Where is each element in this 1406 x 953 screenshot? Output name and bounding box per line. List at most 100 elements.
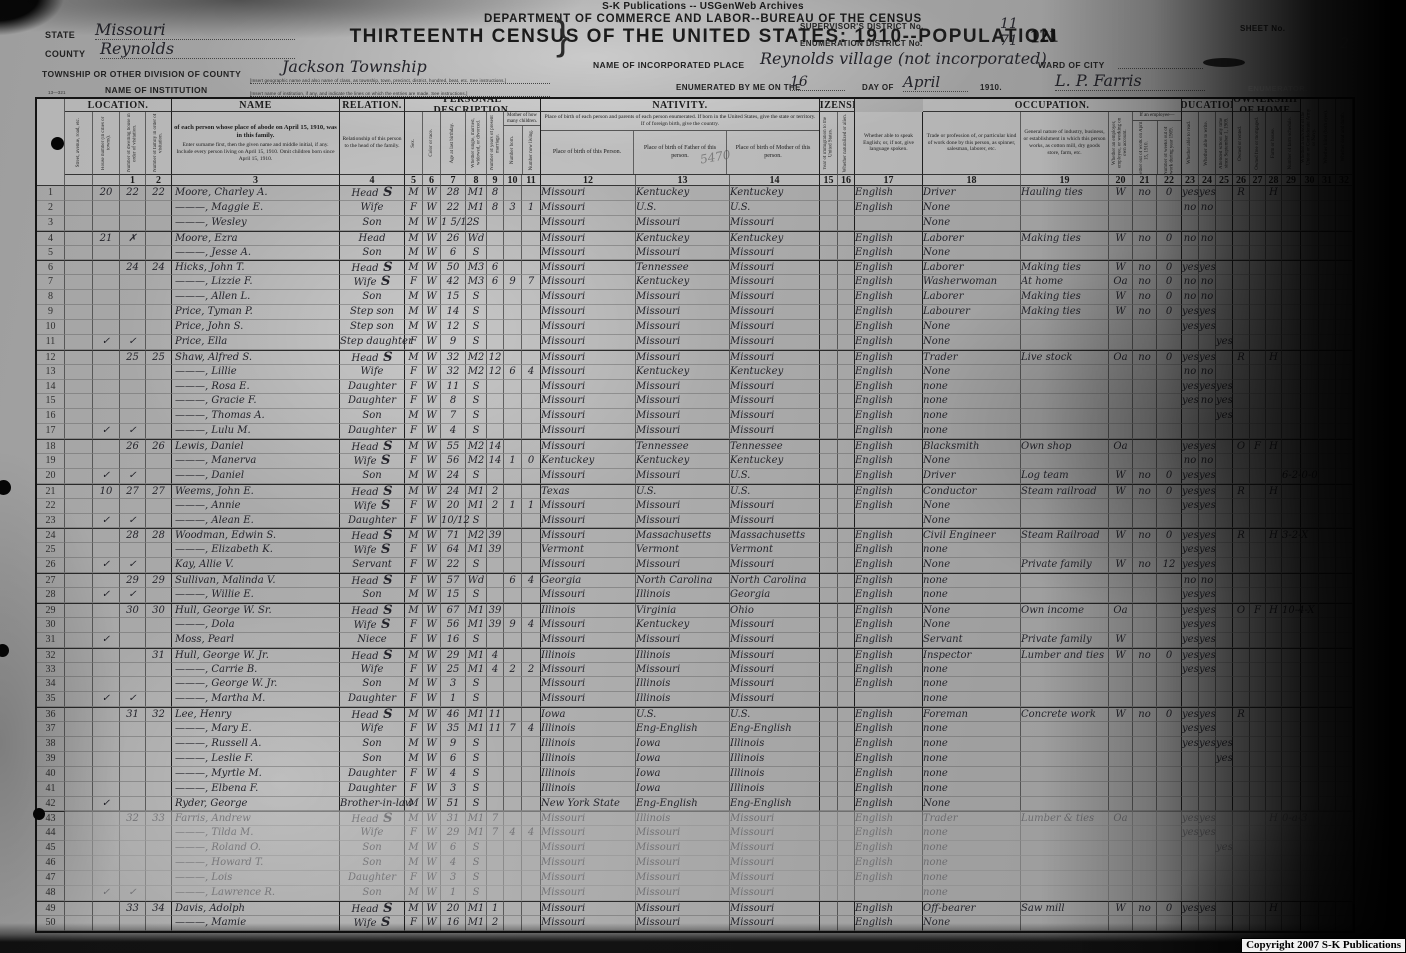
cell-st <box>65 364 93 380</box>
cell-cb <box>504 349 522 365</box>
cell-hn: 10 <box>93 483 120 499</box>
cell-vet <box>1301 349 1319 365</box>
cell-df <box>1336 409 1353 425</box>
cell-age: 22 <box>441 558 466 574</box>
cell-fm <box>146 751 172 767</box>
cell-sex: F <box>405 558 423 574</box>
cell-sex: M <box>405 811 423 827</box>
cell-ind <box>1021 573 1109 589</box>
mother-children-subgroup: Mother of how many children. Number born.… <box>504 112 540 174</box>
cell-rd <box>1182 334 1199 350</box>
cell-imm <box>820 200 838 216</box>
cell-bl <box>1319 617 1336 633</box>
cell-dw: ✓ <box>120 588 146 603</box>
cell-dw: ✓ <box>120 513 146 529</box>
enumerator-flourish-mark: S <box>378 349 393 365</box>
cell-pbf: Iowa <box>636 781 730 797</box>
cell-eng: English <box>855 409 923 425</box>
cell-yrs: 2 <box>487 498 504 514</box>
cell-st <box>65 617 93 633</box>
cell-ind <box>1021 870 1109 886</box>
cell-cb <box>504 215 522 231</box>
cell-sched <box>1282 498 1301 514</box>
cell-df <box>1336 424 1353 440</box>
cell-ind: Saw mill <box>1021 900 1109 916</box>
cell-yrs <box>487 856 504 871</box>
cell-yrs: 39 <box>487 528 504 544</box>
cell-cb <box>504 543 522 559</box>
cell-farm <box>1266 647 1282 663</box>
cell-cl: 4 <box>522 364 541 380</box>
cell-fm <box>146 424 172 440</box>
cell-mar: Wd <box>466 573 487 589</box>
cell-cl <box>522 841 541 857</box>
cell-rel: Wife <box>340 364 405 380</box>
cell-ln: 11 <box>37 334 65 350</box>
cell-emp <box>1109 915 1133 931</box>
cell-vet <box>1301 305 1319 321</box>
cell-emp <box>1109 498 1133 514</box>
cell-imm <box>820 290 838 306</box>
col-number-emp: 20 <box>1109 175 1133 186</box>
cell-own <box>1233 573 1250 589</box>
cell-rd: yes <box>1182 588 1199 603</box>
cell-own: R <box>1233 349 1250 365</box>
cell-bl <box>1319 483 1336 499</box>
cell-occ: None <box>923 513 1021 529</box>
cell-fm <box>146 856 172 871</box>
cell-occ: None <box>923 796 1021 812</box>
cell-ln: 3 <box>37 215 65 231</box>
cell-farm <box>1266 781 1282 797</box>
cell-occ: none <box>923 722 1021 737</box>
cell-farm <box>1266 379 1282 395</box>
cell-nat <box>838 543 855 559</box>
cell-ind: Making ties <box>1021 290 1109 306</box>
cell-ow: no <box>1133 558 1157 574</box>
cell-ind: Lumber & ties <box>1021 811 1109 827</box>
cell-col: W <box>423 245 441 261</box>
cell-rel: Son <box>340 245 405 261</box>
cell-bl <box>1319 602 1336 618</box>
cell-rd: yes <box>1182 826 1199 842</box>
cell-st <box>65 811 93 827</box>
cell-age: 32 <box>441 364 466 380</box>
punch-hole <box>0 480 11 495</box>
cell-farm <box>1266 885 1282 901</box>
cell-wr: yes <box>1199 439 1216 455</box>
cell-col: W <box>423 334 441 350</box>
cell-emp <box>1109 543 1133 559</box>
cell-mar: S <box>466 305 487 321</box>
cell-ind <box>1021 736 1109 752</box>
cell-age: 7 <box>441 409 466 425</box>
cell-hn <box>93 275 120 291</box>
cell-wks <box>1157 692 1182 708</box>
cell-farm: H <box>1266 900 1282 916</box>
cell-st <box>65 320 93 335</box>
cell-ow <box>1133 215 1157 231</box>
cell-ow <box>1133 245 1157 261</box>
cell-mar: S <box>466 290 487 306</box>
cell-sched <box>1282 826 1301 842</box>
cell-cl <box>522 394 541 410</box>
cell-st <box>65 841 93 857</box>
cell-vet <box>1301 915 1319 931</box>
cell-free <box>1250 409 1266 425</box>
cell-eng: English <box>855 826 923 842</box>
cell-vet <box>1301 513 1319 529</box>
cell-eng: English <box>855 275 923 291</box>
col-number-vet: 30 <box>1301 175 1319 186</box>
cell-name: ———, Leslie F. <box>172 751 340 767</box>
cell-pbf: Missouri <box>636 468 730 484</box>
cell-dw: ✓ <box>120 885 146 901</box>
cell-cb <box>504 885 522 901</box>
cell-vet <box>1301 364 1319 380</box>
col-label-nat: Whether naturalized or alien. <box>843 113 849 173</box>
cell-imm <box>820 870 838 886</box>
cell-fm <box>146 394 172 410</box>
cell-dw <box>120 215 146 231</box>
cell-own <box>1233 334 1250 350</box>
cell-cl: 4 <box>522 573 541 589</box>
cell-own <box>1233 841 1250 857</box>
cell-cl <box>522 856 541 871</box>
cell-sched <box>1282 305 1301 321</box>
